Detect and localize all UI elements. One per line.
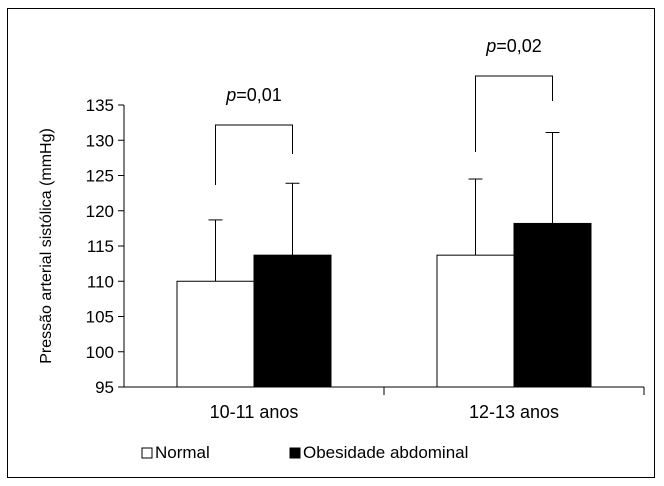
y-ticks: 95 100 105 110 115 120 125 130 135: [86, 96, 124, 397]
chart-frame: [7, 8, 655, 478]
x-tick-label: 10-11 anos: [210, 402, 299, 422]
bar-normal-2: [436, 254, 515, 388]
y-tick-label: 100: [86, 343, 114, 362]
y-tick-label: 135: [86, 96, 114, 115]
bar-obesidade-1: [253, 254, 332, 388]
legend-swatch: [289, 447, 301, 459]
x-tick-labels: 10-11 anos 12-13 anos: [210, 402, 559, 422]
bar-obesidade-2: [513, 222, 592, 388]
y-tick-label: 125: [86, 167, 114, 186]
y-axis-label: Pressão arterial sistólica (mmHg): [38, 128, 55, 364]
y-tick-label: 120: [86, 202, 114, 221]
legend-swatch: [141, 447, 153, 459]
legend: Normal Obesidade abdominal: [141, 443, 468, 462]
y-tick-label: 130: [86, 131, 114, 150]
significance-bracket: [215, 124, 293, 185]
p-value-label: p=0,02: [485, 36, 542, 56]
y-tick-label: 105: [86, 308, 114, 327]
significance-bracket: [475, 75, 553, 152]
y-tick-label: 110: [87, 272, 114, 291]
bars: [176, 222, 592, 388]
y-tick-label: 95: [95, 378, 114, 397]
significance-brackets: p=0,01 p=0,02: [215, 36, 553, 185]
x-tick-label: 12-13 anos: [469, 402, 559, 422]
bar-normal-1: [176, 280, 255, 388]
y-tick-label: 115: [87, 237, 114, 256]
legend-label: Normal: [155, 443, 210, 462]
error-bars: [208, 131, 560, 282]
p-value-label: p=0,01: [225, 85, 282, 105]
legend-label: Obesidade abdominal: [303, 443, 468, 462]
